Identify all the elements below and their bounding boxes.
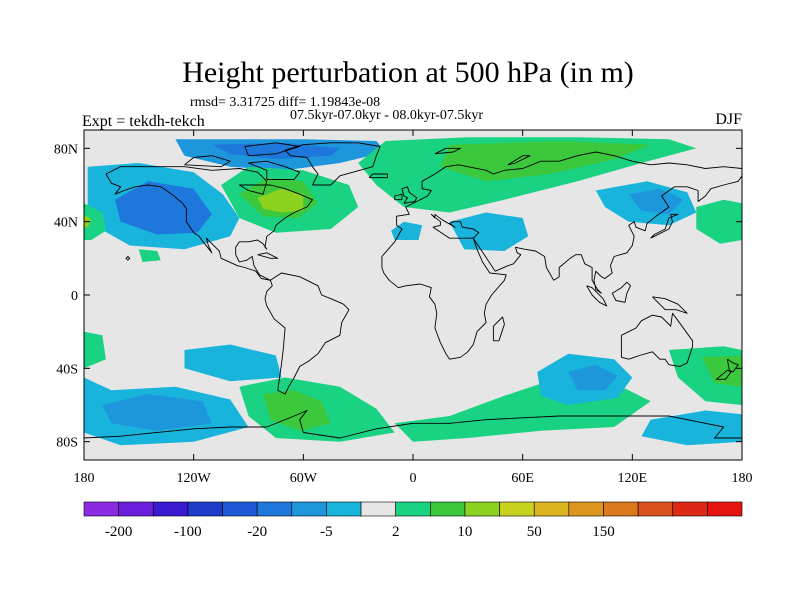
- coastline-ireland: [394, 193, 403, 201]
- coastline-new-zealand-south: [715, 369, 732, 380]
- field-region-middle-east-low: [449, 212, 529, 251]
- colorbar-swatch: [707, 501, 743, 517]
- coastline-arctic-islands: [184, 155, 231, 168]
- colorbar-swatch: [672, 501, 708, 517]
- field-region-pacific-west-high: [84, 203, 106, 240]
- lon-tick-label: 180: [74, 471, 95, 486]
- period-line: 07.5kyr-07.0kyr - 08.0kyr-07.5kyr: [290, 108, 483, 123]
- longitude-axis: 180 120W 60W 0 60E 120E 180: [74, 130, 753, 486]
- coastline-novaya-zemlya: [507, 155, 531, 166]
- field-region-south-east-pacific-low: [641, 410, 742, 446]
- lon-tick-label: 120W: [177, 471, 212, 486]
- lon-tick-label: 60W: [290, 471, 318, 486]
- field-region-south-west-pacific-high: [84, 331, 106, 369]
- colorbar-swatch: [187, 501, 223, 517]
- coastline-japan: [650, 213, 679, 239]
- lat-tick-label: 40S: [56, 362, 78, 377]
- colorbar-swatch: [395, 501, 431, 517]
- colorbar-label: 10: [457, 524, 472, 540]
- season-label: DJF: [715, 111, 742, 128]
- colorbar-swatch: [326, 501, 362, 517]
- coastline-afro-eurasia: [381, 151, 742, 360]
- field-region-south-pacific-high-core: [701, 355, 742, 387]
- field-region-south-pacific-low-mid: [184, 344, 282, 382]
- field-region-south-america-high-core: [263, 390, 331, 431]
- colorbar-label: 50: [527, 524, 542, 540]
- lon-tick-label: 120E: [618, 471, 648, 486]
- colorbar-swatch: [291, 501, 327, 517]
- field-region-pacific-west-high-core: [84, 214, 92, 228]
- coastline-baffin: [248, 160, 301, 180]
- field-region-arctic-core-low: [211, 142, 340, 160]
- colorbar-swatch: [256, 501, 293, 517]
- lat-tick-label: 80N: [54, 142, 78, 157]
- colorbar-swatch: [499, 501, 535, 517]
- colorbar-swatch: [222, 501, 258, 517]
- colorbar-label: 150: [592, 524, 615, 540]
- field-region-north-atlantic-high-peak: [257, 188, 304, 213]
- coastline-north-america: [105, 166, 313, 281]
- field-region-north-pacific-low-core: [115, 181, 212, 235]
- coastline-iceland: [368, 173, 388, 179]
- coastline-cuba: [257, 252, 279, 259]
- colorbar-swatch: [118, 501, 154, 517]
- colorbar-swatch: [603, 501, 639, 517]
- colorbar-label: -20: [247, 524, 267, 540]
- coastline-greenland: [284, 142, 381, 186]
- field-region-south-indian-low-core: [568, 364, 618, 391]
- coastline-new-guinea: [652, 296, 688, 314]
- colorbar: -200 -100 -20 -5 2 10 50 150: [83, 501, 743, 540]
- colorbar-swatch: [568, 501, 604, 517]
- perturbation-field: [84, 137, 742, 446]
- colorbar-swatch: [430, 501, 466, 517]
- colorbar-label: 2: [392, 524, 400, 540]
- colorbar-swatch: [464, 501, 500, 517]
- coastline-borneo: [611, 281, 631, 303]
- field-region-tropical-pacific-high: [138, 249, 161, 262]
- coastline-british-isles: [401, 186, 418, 204]
- colorbar-label: -200: [105, 524, 133, 540]
- colorbar-swatch: [637, 501, 674, 517]
- coastline-antarctica: [84, 410, 742, 439]
- coastlines: [84, 142, 742, 439]
- coastline-hawaii: [125, 256, 131, 261]
- lat-tick-label: 40N: [54, 216, 78, 231]
- field-region-pacific-east-high: [696, 199, 742, 244]
- stats-line: rmsd= 3.31725 diff= 1.19843e-08: [190, 95, 380, 110]
- colorbar-swatch: [83, 501, 119, 517]
- colorbar-swatch: [152, 501, 189, 517]
- colorbar-swatch: [533, 501, 570, 517]
- coastline-south-america: [264, 272, 350, 395]
- coastline-sumatra: [586, 285, 608, 307]
- lon-tick-label: 60E: [511, 471, 534, 486]
- lon-tick-label: 0: [410, 471, 417, 486]
- field-region-south-pacific-low-core: [102, 394, 212, 431]
- colorbar-label: -100: [174, 524, 202, 540]
- coastline-ellesmere: [244, 142, 301, 157]
- figure-title: Height perturbation at 500 hPa (in m): [182, 56, 634, 89]
- coastline-australia: [620, 312, 694, 367]
- lat-tick-label: 80S: [56, 436, 78, 451]
- coastline-new-zealand: [726, 358, 739, 373]
- coastline-svalbard: [434, 147, 461, 155]
- lat-tick-label: 0: [71, 289, 78, 304]
- coastline-madagascar: [492, 316, 505, 342]
- experiment-label: Expt = tekdh-tekch: [82, 113, 205, 130]
- field-region-east-asia-low-core: [628, 188, 684, 215]
- colorbar-swatch: [360, 501, 396, 517]
- colorbar-label: -5: [320, 524, 333, 540]
- lon-tick-label: 180: [732, 471, 753, 486]
- latitude-axis: 80N 40N 0 40S 80S: [54, 142, 742, 451]
